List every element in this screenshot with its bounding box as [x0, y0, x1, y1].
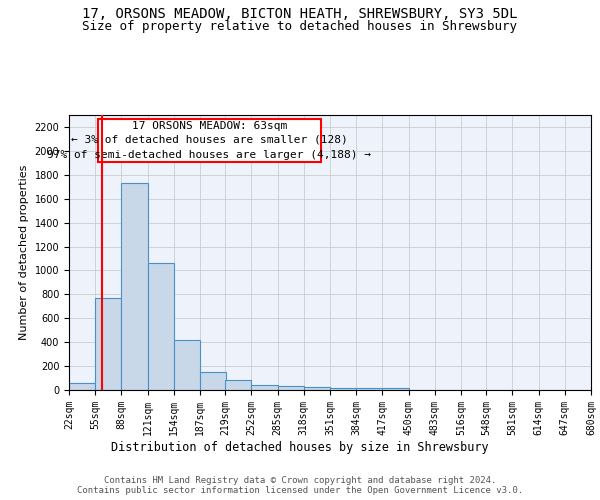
- Bar: [304, 386, 330, 390]
- Text: Size of property relative to detached houses in Shrewsbury: Size of property relative to detached ho…: [83, 20, 517, 33]
- Bar: [148, 262, 174, 390]
- Bar: [382, 388, 409, 390]
- Bar: [69, 384, 95, 390]
- Bar: [98, 118, 321, 162]
- Text: 17 ORSONS MEADOW: 63sqm: 17 ORSONS MEADOW: 63sqm: [132, 121, 287, 131]
- Bar: [174, 340, 200, 390]
- Bar: [251, 384, 278, 390]
- Bar: [121, 183, 148, 390]
- Bar: [225, 380, 251, 390]
- Bar: [278, 386, 304, 390]
- Y-axis label: Number of detached properties: Number of detached properties: [19, 165, 29, 340]
- Bar: [330, 388, 356, 390]
- Text: Distribution of detached houses by size in Shrewsbury: Distribution of detached houses by size …: [111, 441, 489, 454]
- Text: ← 3% of detached houses are smaller (128): ← 3% of detached houses are smaller (128…: [71, 134, 348, 144]
- Text: Contains HM Land Registry data © Crown copyright and database right 2024.
Contai: Contains HM Land Registry data © Crown c…: [77, 476, 523, 495]
- Bar: [95, 298, 121, 390]
- Bar: [200, 372, 226, 390]
- Text: 97% of semi-detached houses are larger (4,188) →: 97% of semi-detached houses are larger (…: [47, 150, 371, 160]
- Text: 17, ORSONS MEADOW, BICTON HEATH, SHREWSBURY, SY3 5DL: 17, ORSONS MEADOW, BICTON HEATH, SHREWSB…: [82, 8, 518, 22]
- Bar: [356, 388, 382, 390]
